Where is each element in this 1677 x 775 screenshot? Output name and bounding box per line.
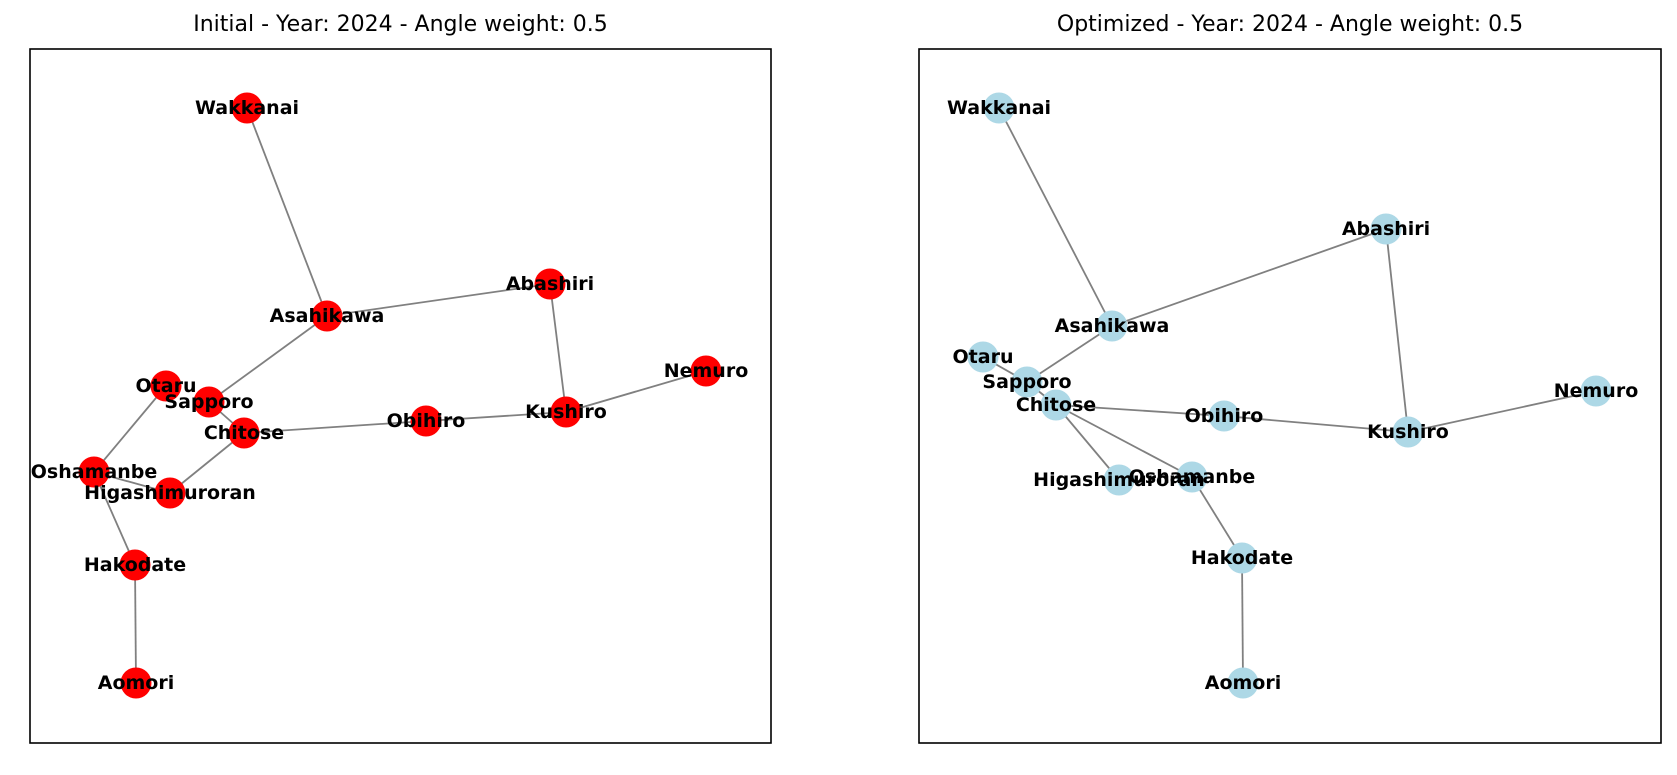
initial-label-higashimuroran: Higashimuroran [84,482,256,504]
optimized-edge-asahikawa-abashiri [1111,228,1387,327]
optimized-node-aomori [1227,667,1259,699]
optimized-node-kushiro [1392,416,1424,448]
initial-edge-kushiro-obihiro [425,411,567,422]
optimized-label-aomori: Aomori [1205,672,1282,694]
optimized-edge-chitose-higashimuroran [1055,404,1120,481]
optimized-node-wakkanai [983,92,1015,124]
optimized-label-wakkanai: Wakkanai [947,97,1051,119]
optimized-edge-hakodate-aomori [1241,557,1244,684]
optimized-labels: Wakkanai Abashiri Asahikawa Otaru SapporoChi… [947,97,1638,694]
initial-node-kushiro [550,396,582,428]
initial-node-sapporo [193,386,225,418]
optimized-nodes [967,92,1612,699]
initial-label-obihiro: Obihiro [387,410,466,432]
optimized-edge-asahikawa-sapporo [1026,325,1113,383]
optimized-node-obihiro [1208,400,1240,432]
optimized-label-chitose: Chitose [1016,394,1096,416]
optimized-edge-obihiro-chitose [1055,404,1225,417]
optimized-node-higashimuroran [1103,464,1135,496]
initial-edge-abashiri-kushiro [549,283,567,413]
initial-node-nemuro [690,355,722,387]
optimized-graph: Wakkanai Abashiri Asahikawa Otaru SapporoChi… [947,92,1638,699]
optimized-panel-title: Optimized - Year: 2024 - Angle weight: 0… [1056,12,1524,37]
initial-label-asahikawa: Asahikawa [270,305,385,327]
optimized-node-chitose [1040,389,1072,421]
initial-edge-wakkanai-asahikawa [246,107,328,317]
initial-nodes [78,92,722,699]
optimized-edge-oshamanbe-hakodate [1191,476,1243,559]
initial-label-sapporo: Sapporo [164,391,253,413]
initial-edge-kushiro-nemuro [565,370,707,413]
optimized-label-abashiri: Abashiri [1342,218,1430,240]
initial-label-oshamanbe: Oshamanbe [31,461,157,483]
optimized-label-otaru: Otaru [953,346,1014,368]
optimized-label-hakodate: Hakodate [1191,547,1293,569]
optimized-node-oshamanbe [1176,461,1208,493]
initial-label-wakkanai: Wakkanai [195,97,299,119]
initial-node-wakkanai [231,92,263,124]
initial-labels: Wakkanai Asahikawa Abashiri Nemuro OtaruSapp… [31,97,749,694]
initial-edge-asahikawa-abashiri [326,283,551,317]
optimized-edges [982,107,1597,684]
initial-label-hakodate: Hakodate [84,554,186,576]
optimized-label-sapporo: Sapporo [982,371,1071,393]
optimized-edge-kushiro-nemuro [1407,390,1597,433]
optimized-node-abashiri [1370,213,1402,245]
initial-edge-hakodate-aomori [134,564,137,684]
initial-node-otaru [150,370,182,402]
initial-node-abashiri [534,268,566,300]
initial-label-aomori: Aomori [98,672,175,694]
optimized-node-nemuro [1580,375,1612,407]
initial-node-chitose [228,417,260,449]
optimized-edge-abashiri-kushiro [1385,228,1409,433]
initial-node-obihiro [410,405,442,437]
optimized-node-asahikawa [1096,310,1128,342]
initial-edge-asahikawa-sapporo [208,315,328,403]
initial-edge-chitose-higashimuroran [169,432,245,494]
initial-node-hakodate [119,549,151,581]
initial-node-oshamanbe [78,456,110,488]
optimized-node-otaru [967,341,999,373]
optimized-label-nemuro: Nemuro [1554,380,1639,402]
initial-node-higashimuroran [154,477,186,509]
optimized-node-sapporo [1011,366,1043,398]
initial-label-nemuro: Nemuro [664,360,749,382]
initial-node-aomori [120,667,152,699]
initial-node-asahikawa [311,300,343,332]
initial-label-chitose: Chitose [204,422,284,444]
initial-panel-title: Initial - Year: 2024 - Angle weight: 0.5 [193,12,608,37]
optimized-edge-chitose-oshamanbe [1055,404,1193,478]
initial-label-otaru: Otaru [136,375,197,397]
initial-label-abashiri: Abashiri [506,273,594,295]
optimized-node-hakodate [1226,542,1258,574]
optimized-edge-kushiro-obihiro [1223,415,1409,433]
initial-edge-otaru-oshamanbe [93,385,167,473]
optimized-edge-wakkanai-asahikawa [998,107,1113,327]
optimized-label-higashimuroran: Higashimuroran [1033,469,1205,491]
initial-edge-obihiro-chitose [243,420,427,434]
optimized-panel-frame [918,48,1662,744]
optimized-label-asahikawa: Asahikawa [1055,315,1170,337]
initial-graph: Wakkanai Asahikawa Abashiri Nemuro OtaruSapp… [31,92,749,699]
initial-panel-frame [29,48,772,744]
initial-edges [93,107,707,684]
optimized-label-obihiro: Obihiro [1185,405,1264,427]
initial-label-kushiro: Kushiro [525,401,607,423]
initial-edge-oshamanbe-hakodate [93,471,136,566]
optimized-label-kushiro: Kushiro [1367,421,1449,443]
optimized-label-oshamanbe: Oshamanbe [1129,466,1255,488]
